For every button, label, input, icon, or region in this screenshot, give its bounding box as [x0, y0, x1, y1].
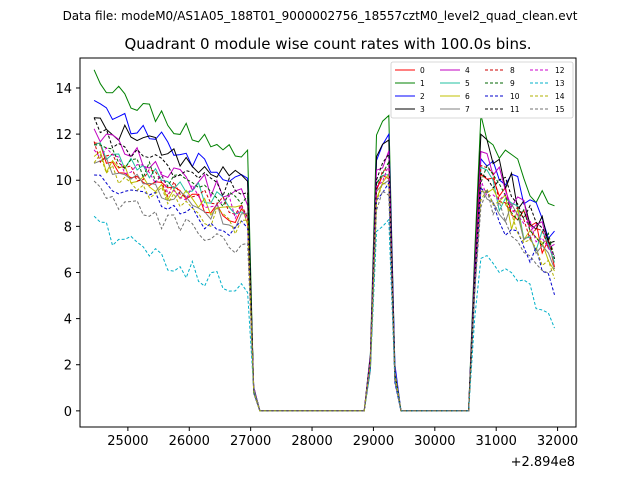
y-tick-label: 8 [64, 220, 72, 235]
x-tick-label: 26000 [169, 434, 210, 449]
y-tick-label: 10 [55, 174, 72, 189]
x-tick-label: 29000 [353, 434, 394, 449]
plot-area [80, 58, 576, 427]
suptitle: Data file: modeM0/AS1A05_188T01_90000027… [63, 9, 578, 23]
x-tick-label: 25000 [107, 434, 148, 449]
legend-label-6: 6 [465, 92, 470, 101]
axis-layer: 25000 26000 27000 28000 29000 30000 31000 32000… [55, 82, 578, 449]
legend-label-13: 13 [555, 79, 565, 88]
y-tick-label: 2 [64, 359, 72, 374]
legend-label-8: 8 [510, 66, 515, 75]
legend-label-15: 15 [555, 105, 565, 114]
x-tick-label: 32000 [537, 434, 578, 449]
series-line-10 [94, 174, 555, 412]
plot-border [79, 57, 577, 428]
legend-label-3: 3 [420, 105, 425, 114]
legend-label-0: 0 [420, 66, 425, 75]
legend-label-1: 1 [420, 79, 425, 88]
x-offset-label: +2.894e8 [511, 455, 575, 470]
x-tick-label: 30000 [414, 434, 455, 449]
y-tick-label: 4 [64, 313, 72, 328]
legend-label-7: 7 [465, 105, 470, 114]
y-tick-label: 0 [64, 405, 72, 420]
x-tick-label: 27000 [230, 434, 271, 449]
legend-label-14: 14 [555, 92, 565, 101]
legend-label-12: 12 [555, 66, 565, 75]
legend-label-2: 2 [420, 92, 425, 101]
y-tick-label: 14 [55, 82, 72, 97]
series-layer [93, 69, 555, 412]
legend-box [390, 61, 574, 119]
legend-label-10: 10 [510, 92, 520, 101]
legend-label-4: 4 [465, 66, 470, 75]
x-tick-label: 31000 [476, 434, 517, 449]
legend-label-11: 11 [510, 105, 520, 114]
legend-label-5: 5 [465, 79, 470, 88]
y-tick-label: 12 [55, 128, 72, 143]
y-tick-label: 6 [64, 266, 72, 281]
legend-label-9: 9 [510, 79, 515, 88]
series-line-15 [93, 180, 555, 412]
chart-title: Quadrant 0 module wise count rates with … [124, 35, 531, 53]
x-tick-label: 28000 [291, 434, 332, 449]
